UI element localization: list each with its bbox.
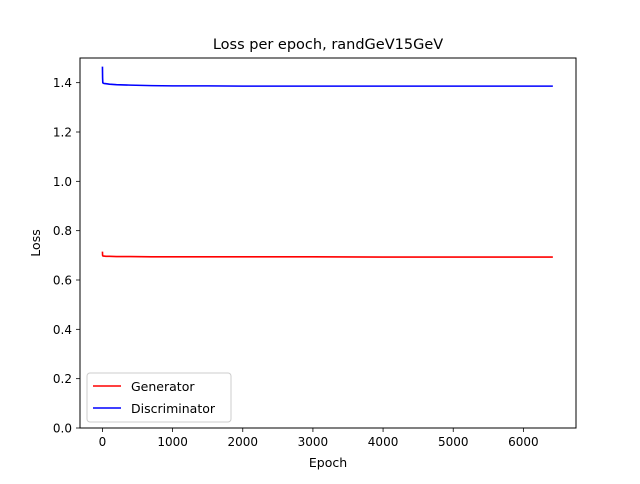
x-tick-label: 4000: [368, 435, 399, 449]
plot-area: [79, 57, 577, 429]
legend-label-generator: Generator: [131, 379, 195, 394]
series-layer: [101, 66, 553, 258]
x-axis-label: Epoch: [309, 455, 347, 470]
axes-frame: [79, 57, 577, 429]
x-tick-label: 6000: [508, 435, 539, 449]
x-tick-label: 1000: [157, 435, 188, 449]
chart-title: Loss per epoch, randGeV15GeV: [213, 37, 443, 53]
x-axis-ticks: 0 1000 2000 3000 4000 5000 6000: [99, 428, 539, 449]
series-line-discriminator: [101, 66, 553, 87]
legend-label-discriminator: Discriminator: [131, 401, 216, 416]
legend: Generator Discriminator: [86, 372, 232, 423]
x-tick-label: 0: [99, 435, 107, 449]
y-tick-label: 1.4: [53, 76, 72, 90]
y-tick-label: 0.2: [53, 372, 72, 386]
y-tick-label: 0.4: [53, 323, 72, 337]
y-axis-ticks: 0.0 0.2 0.4 0.6 0.8 1.0 1.2 1.4: [53, 76, 80, 436]
x-tick-label: 3000: [298, 435, 329, 449]
y-tick-label: 0.0: [53, 422, 72, 436]
y-tick-label: 1.0: [53, 175, 72, 189]
legend-frame: [86, 372, 232, 423]
x-tick-label: 5000: [438, 435, 469, 449]
y-axis-label: Loss: [28, 229, 43, 256]
x-tick-label: 2000: [227, 435, 258, 449]
y-tick-label: 0.8: [53, 224, 72, 238]
y-tick-label: 1.2: [53, 126, 72, 140]
y-tick-label: 0.6: [53, 274, 72, 288]
series-line-generator: [101, 251, 553, 258]
